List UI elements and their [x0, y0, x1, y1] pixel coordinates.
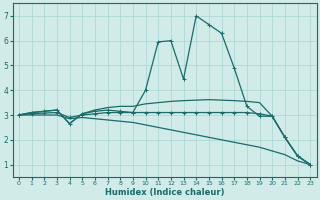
X-axis label: Humidex (Indice chaleur): Humidex (Indice chaleur) — [105, 188, 224, 197]
